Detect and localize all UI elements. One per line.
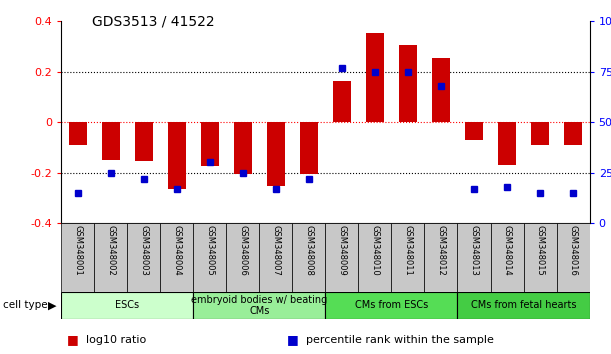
Text: ESCs: ESCs: [115, 300, 139, 310]
Text: GSM348005: GSM348005: [205, 225, 214, 276]
Text: GSM348016: GSM348016: [569, 225, 577, 276]
Text: GSM348013: GSM348013: [469, 225, 478, 276]
Bar: [193, 223, 226, 292]
Bar: [557, 223, 590, 292]
Bar: [531, 122, 549, 145]
Text: CMs from ESCs: CMs from ESCs: [355, 300, 428, 310]
Text: GSM348011: GSM348011: [403, 225, 412, 276]
Bar: [127, 223, 160, 292]
Text: GSM348014: GSM348014: [502, 225, 511, 276]
Bar: [359, 223, 392, 292]
Bar: [458, 223, 491, 292]
Text: ■: ■: [67, 333, 79, 346]
Text: GSM348002: GSM348002: [106, 225, 115, 276]
Text: embryoid bodies w/ beating
CMs: embryoid bodies w/ beating CMs: [191, 295, 327, 316]
Bar: [524, 223, 557, 292]
Bar: [399, 45, 417, 122]
Bar: [226, 223, 259, 292]
Text: ▶: ▶: [48, 300, 56, 310]
Text: GSM348007: GSM348007: [271, 225, 280, 276]
Text: GSM348015: GSM348015: [536, 225, 544, 276]
Text: GSM348009: GSM348009: [337, 225, 346, 276]
Text: GSM348001: GSM348001: [73, 225, 82, 276]
Bar: [458, 292, 590, 319]
Bar: [392, 223, 425, 292]
Text: ■: ■: [287, 333, 299, 346]
Bar: [325, 292, 458, 319]
Bar: [325, 223, 359, 292]
Text: GSM348008: GSM348008: [304, 225, 313, 276]
Bar: [61, 292, 193, 319]
Bar: [200, 122, 219, 166]
Bar: [564, 122, 582, 145]
Bar: [160, 223, 193, 292]
Text: CMs from fetal hearts: CMs from fetal hearts: [471, 300, 576, 310]
Bar: [61, 223, 94, 292]
Bar: [366, 33, 384, 122]
Text: cell type: cell type: [3, 300, 48, 310]
Bar: [491, 223, 524, 292]
Text: GSM348010: GSM348010: [370, 225, 379, 276]
Bar: [259, 223, 292, 292]
Bar: [94, 223, 127, 292]
Bar: [425, 223, 458, 292]
Bar: [333, 80, 351, 122]
Bar: [167, 122, 186, 189]
Text: GDS3513 / 41522: GDS3513 / 41522: [92, 14, 214, 28]
Bar: [267, 122, 285, 187]
Text: GSM348003: GSM348003: [139, 225, 148, 276]
Bar: [193, 292, 325, 319]
Text: log10 ratio: log10 ratio: [86, 335, 146, 345]
Text: percentile rank within the sample: percentile rank within the sample: [306, 335, 493, 345]
Bar: [233, 122, 252, 174]
Text: GSM348012: GSM348012: [436, 225, 445, 276]
Bar: [292, 223, 326, 292]
Bar: [465, 122, 483, 140]
Text: GSM348006: GSM348006: [238, 225, 247, 276]
Bar: [498, 122, 516, 165]
Bar: [300, 122, 318, 174]
Bar: [432, 58, 450, 122]
Bar: [68, 122, 87, 145]
Bar: [101, 122, 120, 160]
Text: GSM348004: GSM348004: [172, 225, 181, 276]
Bar: [134, 122, 153, 161]
